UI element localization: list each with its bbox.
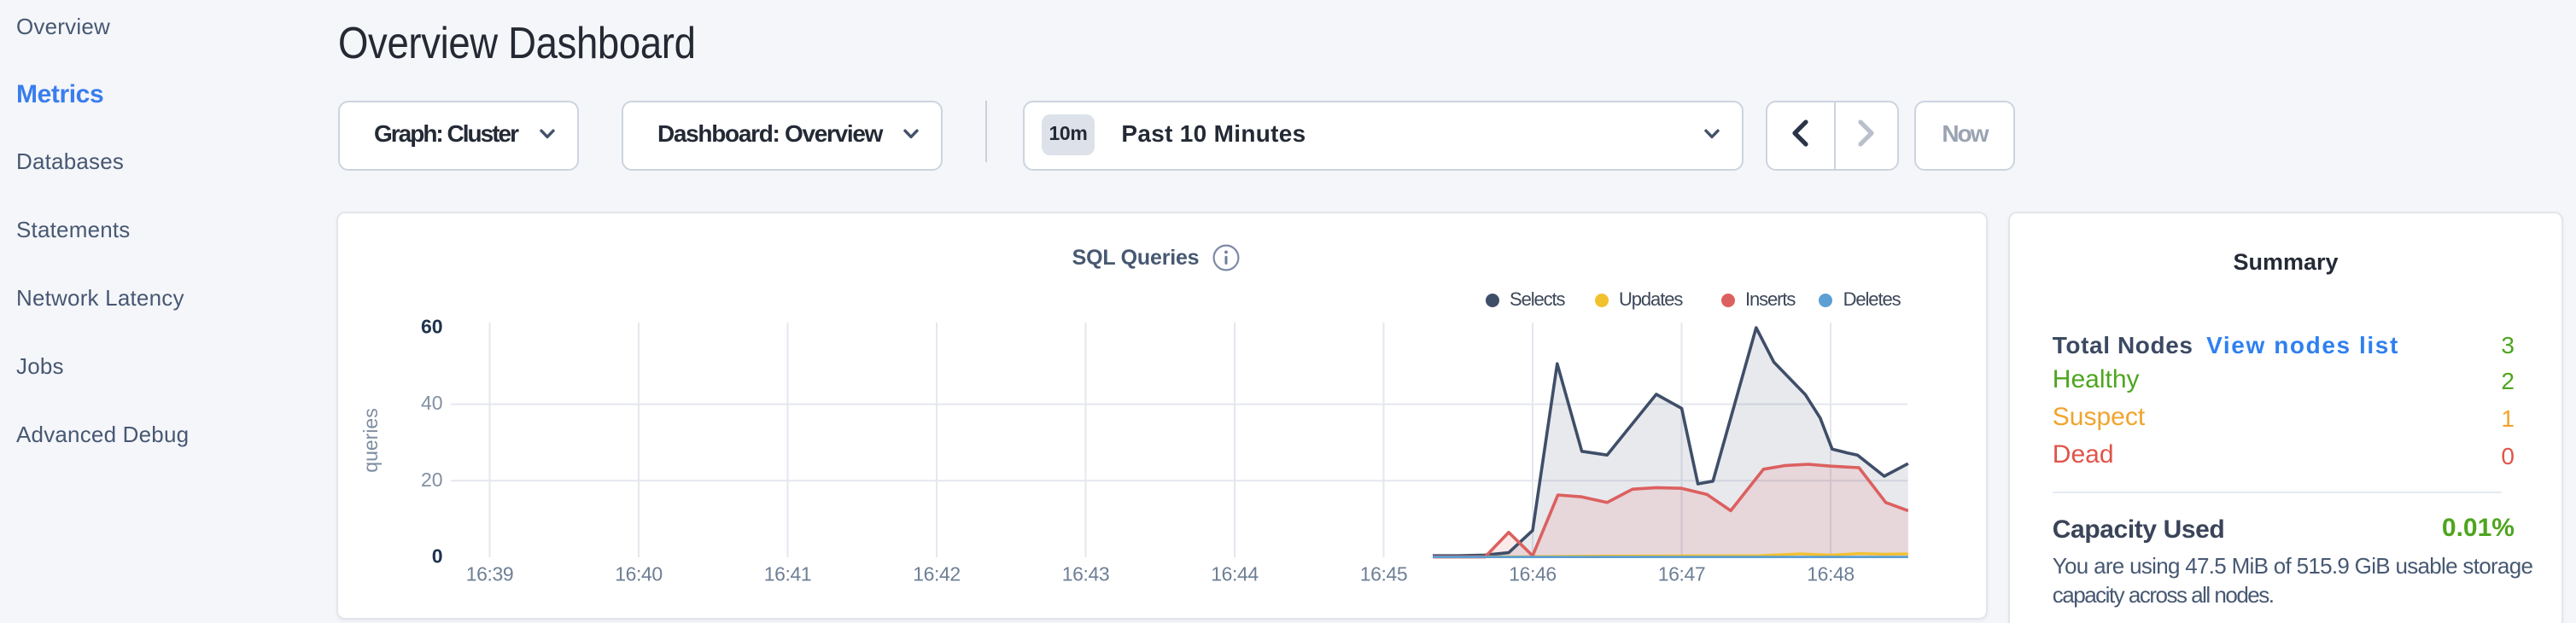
- svg-text:16:39: 16:39: [466, 562, 514, 585]
- svg-text:40: 40: [421, 391, 443, 413]
- svg-text:16:41: 16:41: [764, 562, 812, 585]
- svg-text:16:45: 16:45: [1360, 562, 1408, 585]
- svg-text:16:42: 16:42: [913, 562, 961, 585]
- svg-text:16:46: 16:46: [1509, 562, 1557, 585]
- svg-text:0: 0: [432, 544, 443, 567]
- svg-text:16:43: 16:43: [1062, 562, 1110, 585]
- svg-text:20: 20: [421, 468, 443, 490]
- svg-text:queries: queries: [359, 407, 382, 471]
- svg-text:16:47: 16:47: [1658, 562, 1706, 585]
- svg-text:16:40: 16:40: [615, 562, 663, 585]
- svg-text:60: 60: [421, 315, 443, 337]
- svg-text:16:44: 16:44: [1211, 562, 1259, 585]
- svg-text:16:48: 16:48: [1807, 562, 1855, 585]
